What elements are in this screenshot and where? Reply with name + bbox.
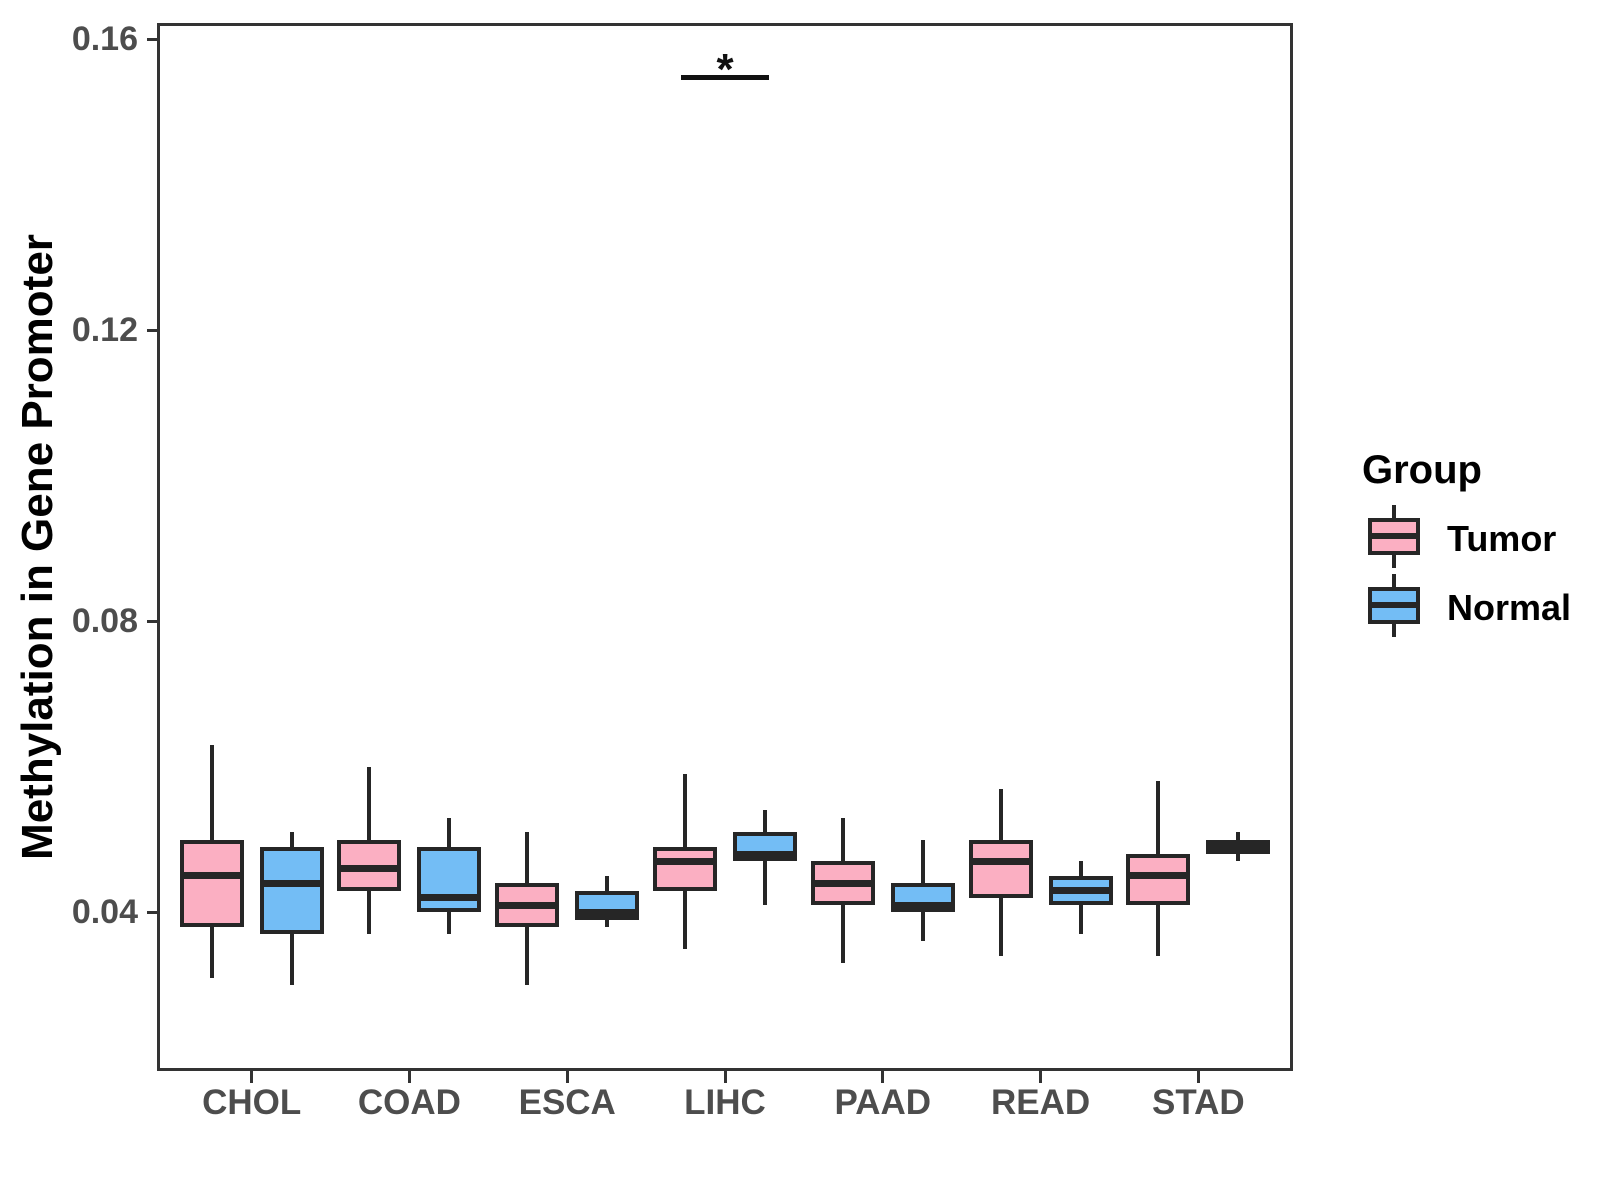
x-category-label: READ xyxy=(990,1083,1091,1122)
x-category-label: CHOL xyxy=(202,1083,302,1122)
median-tumor-PAAD xyxy=(810,879,875,887)
y-tick-mark xyxy=(147,37,157,41)
x-category-label: ESCA xyxy=(518,1083,616,1122)
legend: Group Tumor Normal xyxy=(1340,430,1600,670)
median-normal-READ xyxy=(1048,887,1113,894)
median-tumor-READ xyxy=(968,857,1033,865)
y-tick-mark xyxy=(147,619,157,623)
significance-star: * xyxy=(716,45,734,95)
median-tumor-COAD xyxy=(337,865,402,873)
x-category-label: STAD xyxy=(1151,1083,1245,1122)
median-normal-PAAD xyxy=(890,901,955,909)
box-tumor-READ xyxy=(968,839,1033,898)
median-tumor-CHOL xyxy=(179,872,244,880)
legend-title: Group xyxy=(1362,448,1482,492)
median-normal-STAD xyxy=(1206,843,1271,851)
median-tumor-STAD xyxy=(1126,872,1191,880)
x-category-label: PAAD xyxy=(834,1083,932,1122)
median-normal-ESCA xyxy=(575,908,640,916)
box-tumor-CHOL xyxy=(179,839,244,927)
box-tumor-LIHC xyxy=(653,846,717,891)
x-tick-mark xyxy=(723,1071,727,1083)
median-tumor-LIHC xyxy=(653,857,717,865)
x-tick-mark xyxy=(1039,1071,1043,1083)
x-tick-mark xyxy=(407,1071,411,1083)
median-normal-LIHC xyxy=(733,850,797,858)
legend-label-normal: Normal xyxy=(1447,587,1572,628)
median-normal-COAD xyxy=(417,894,482,902)
y-tick-label: 0.08 xyxy=(71,602,138,641)
x-category-label: LIHC xyxy=(684,1083,766,1122)
y-tick-label: 0.04 xyxy=(71,893,138,932)
y-tick-label: 0.12 xyxy=(71,311,138,350)
box-tumor-COAD xyxy=(337,839,402,891)
y-tick-mark xyxy=(147,328,157,332)
legend-tumor-key-median xyxy=(1368,533,1420,539)
x-tick-mark xyxy=(1196,1071,1200,1083)
x-tick-mark xyxy=(881,1071,885,1083)
y-tick-label: 0.16 xyxy=(71,20,138,58)
box-normal-CHOL xyxy=(259,846,324,935)
plot-panel: * xyxy=(157,23,1293,1071)
legend-normal-key-median xyxy=(1368,602,1420,608)
median-normal-CHOL xyxy=(259,879,324,887)
x-tick-mark xyxy=(250,1071,254,1083)
plot-panel-border xyxy=(157,23,1293,1071)
box-tumor-STAD xyxy=(1126,854,1191,906)
median-tumor-ESCA xyxy=(495,901,560,909)
x-category-label: COAD xyxy=(357,1083,461,1122)
legend-label-tumor: Tumor xyxy=(1447,518,1557,559)
box-normal-COAD xyxy=(417,846,482,913)
y-tick-mark xyxy=(147,910,157,914)
x-tick-mark xyxy=(565,1071,569,1083)
significance-line xyxy=(681,75,769,81)
